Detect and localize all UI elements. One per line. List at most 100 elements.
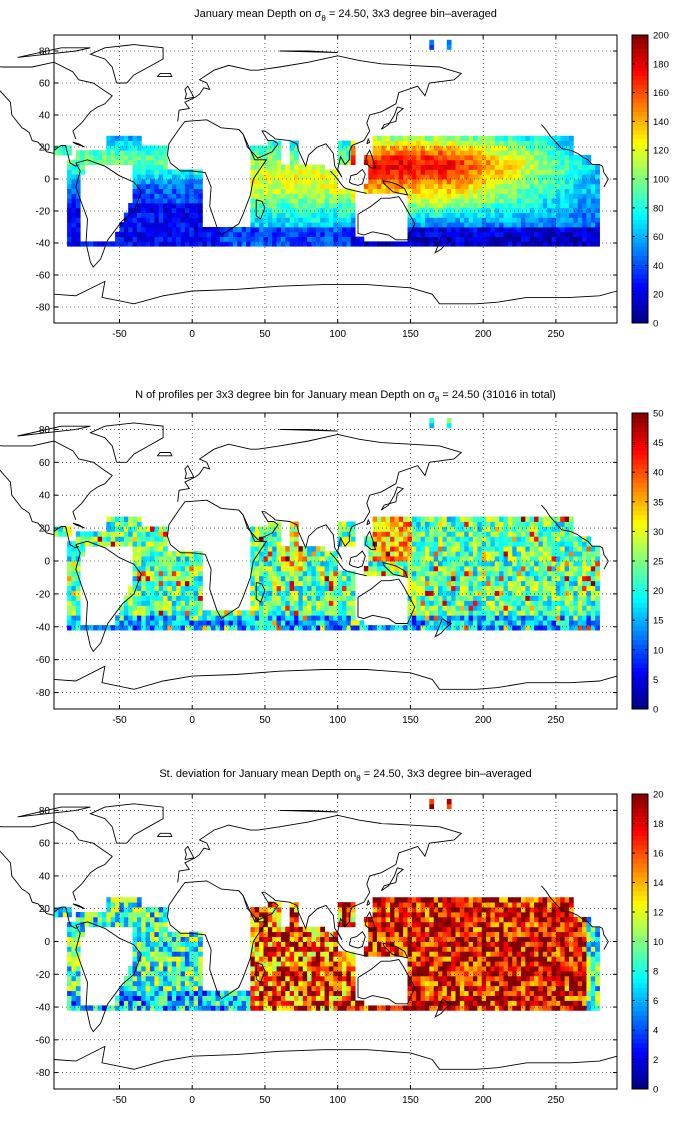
- heatmap-cell: [163, 595, 168, 601]
- heatmap-cell: [568, 203, 574, 209]
- heatmap-cell: [529, 556, 535, 562]
- heatmap-cell: [442, 600, 448, 606]
- heatmap-cell: [577, 585, 583, 591]
- colorbar-segment: [632, 685, 648, 692]
- heatmap-cell: [158, 169, 164, 175]
- heatmap-cell: [246, 227, 251, 233]
- heatmap-cell: [180, 179, 186, 185]
- heatmap-cell: [494, 551, 500, 557]
- heatmap-cell: [206, 231, 212, 237]
- heatmap-cell: [577, 212, 583, 218]
- colorbar-segment: [632, 607, 648, 613]
- heatmap-cell: [403, 541, 408, 547]
- heatmap-cell: [259, 605, 264, 611]
- heatmap-cell: [442, 145, 448, 151]
- heatmap-cell: [163, 241, 168, 247]
- heatmap-cell: [176, 936, 181, 942]
- heatmap-cell: [93, 916, 99, 923]
- heatmap-cell: [538, 231, 544, 237]
- heatmap-cell: [167, 174, 173, 180]
- heatmap-cell: [446, 227, 452, 233]
- heatmap-cell: [141, 580, 147, 587]
- heatmap-cell: [573, 620, 579, 626]
- heatmap-cell: [272, 565, 277, 572]
- heatmap-cell: [538, 585, 544, 591]
- heatmap-cell: [250, 620, 256, 626]
- heatmap-cell: [154, 912, 160, 918]
- heatmap-cell: [525, 615, 531, 621]
- heatmap-cell: [102, 1005, 107, 1011]
- heatmap-cell: [145, 975, 151, 982]
- heatmap-cell: [250, 203, 256, 209]
- heatmap-cell: [560, 174, 566, 180]
- colorbar-segment: [632, 598, 648, 604]
- heatmap-cell: [307, 198, 312, 204]
- heatmap-cell: [171, 188, 177, 194]
- y-tick-label: 80: [39, 47, 51, 58]
- heatmap-cell: [128, 516, 133, 522]
- heatmap-cell: [477, 590, 483, 596]
- heatmap-cell: [407, 159, 413, 165]
- heatmap-cell: [486, 570, 491, 577]
- heatmap-cell: [298, 174, 304, 180]
- heatmap-cell: [294, 610, 299, 616]
- heatmap-cell: [150, 625, 155, 631]
- heatmap-cell: [451, 585, 456, 591]
- heatmap-cell: [250, 995, 256, 1001]
- heatmap-cell: [158, 556, 164, 562]
- heatmap-cell: [150, 951, 155, 957]
- heatmap-cell: [154, 990, 160, 996]
- heatmap-cell: [337, 145, 343, 151]
- heatmap-cell: [372, 145, 378, 151]
- heatmap-cell: [433, 212, 439, 218]
- heatmap-cell: [189, 198, 195, 204]
- heatmap-cell: [198, 956, 203, 962]
- heatmap-cell: [294, 565, 299, 572]
- colorbar-segment: [632, 440, 648, 446]
- heatmap-cell: [176, 203, 181, 209]
- heatmap-cell: [141, 222, 147, 228]
- heatmap-cell: [320, 580, 325, 587]
- heatmap-cell: [176, 975, 181, 982]
- heatmap-cell: [359, 620, 365, 626]
- heatmap-cell: [71, 931, 77, 937]
- heatmap-cell: [298, 605, 304, 611]
- heatmap-cell: [141, 188, 147, 194]
- heatmap-cell: [171, 625, 177, 631]
- heatmap-cell: [132, 536, 138, 542]
- heatmap-cell: [176, 183, 181, 189]
- heatmap-cell: [490, 570, 496, 577]
- heatmap-cell: [311, 600, 317, 606]
- heatmap-cell: [442, 546, 448, 552]
- heatmap-cell: [158, 179, 164, 185]
- chart-title: N of profiles per 3x3 degree bin for Jan…: [135, 389, 556, 404]
- heatmap-cell: [595, 227, 600, 233]
- heatmap-cell: [254, 222, 260, 228]
- heatmap-cell: [455, 595, 461, 601]
- heatmap-cell: [285, 231, 291, 237]
- heatmap-cell: [455, 610, 461, 616]
- heatmap-cell: [189, 556, 195, 562]
- heatmap-cell: [150, 155, 155, 161]
- heatmap-cell: [407, 164, 413, 170]
- heatmap-cell: [582, 241, 587, 247]
- heatmap-cell: [184, 231, 190, 237]
- heatmap-cell: [250, 164, 256, 170]
- heatmap-cell: [237, 995, 243, 1001]
- heatmap-cell: [276, 169, 282, 175]
- heatmap-cell: [333, 620, 339, 626]
- heatmap-cell: [241, 990, 247, 996]
- heatmap-cell: [302, 169, 308, 175]
- heatmap-cell: [577, 241, 583, 247]
- heatmap-cell: [71, 605, 77, 611]
- heatmap-cell: [525, 526, 531, 532]
- heatmap-cell: [145, 936, 151, 942]
- heatmap-cell: [503, 590, 509, 596]
- heatmap-cell: [254, 585, 260, 591]
- heatmap-cell: [468, 212, 474, 218]
- heatmap-cell: [259, 222, 264, 228]
- colorbar-segment: [632, 75, 648, 81]
- colorbar-tick-label: 15: [653, 616, 664, 627]
- heatmap-cell: [119, 155, 125, 161]
- heatmap-cell: [263, 536, 269, 542]
